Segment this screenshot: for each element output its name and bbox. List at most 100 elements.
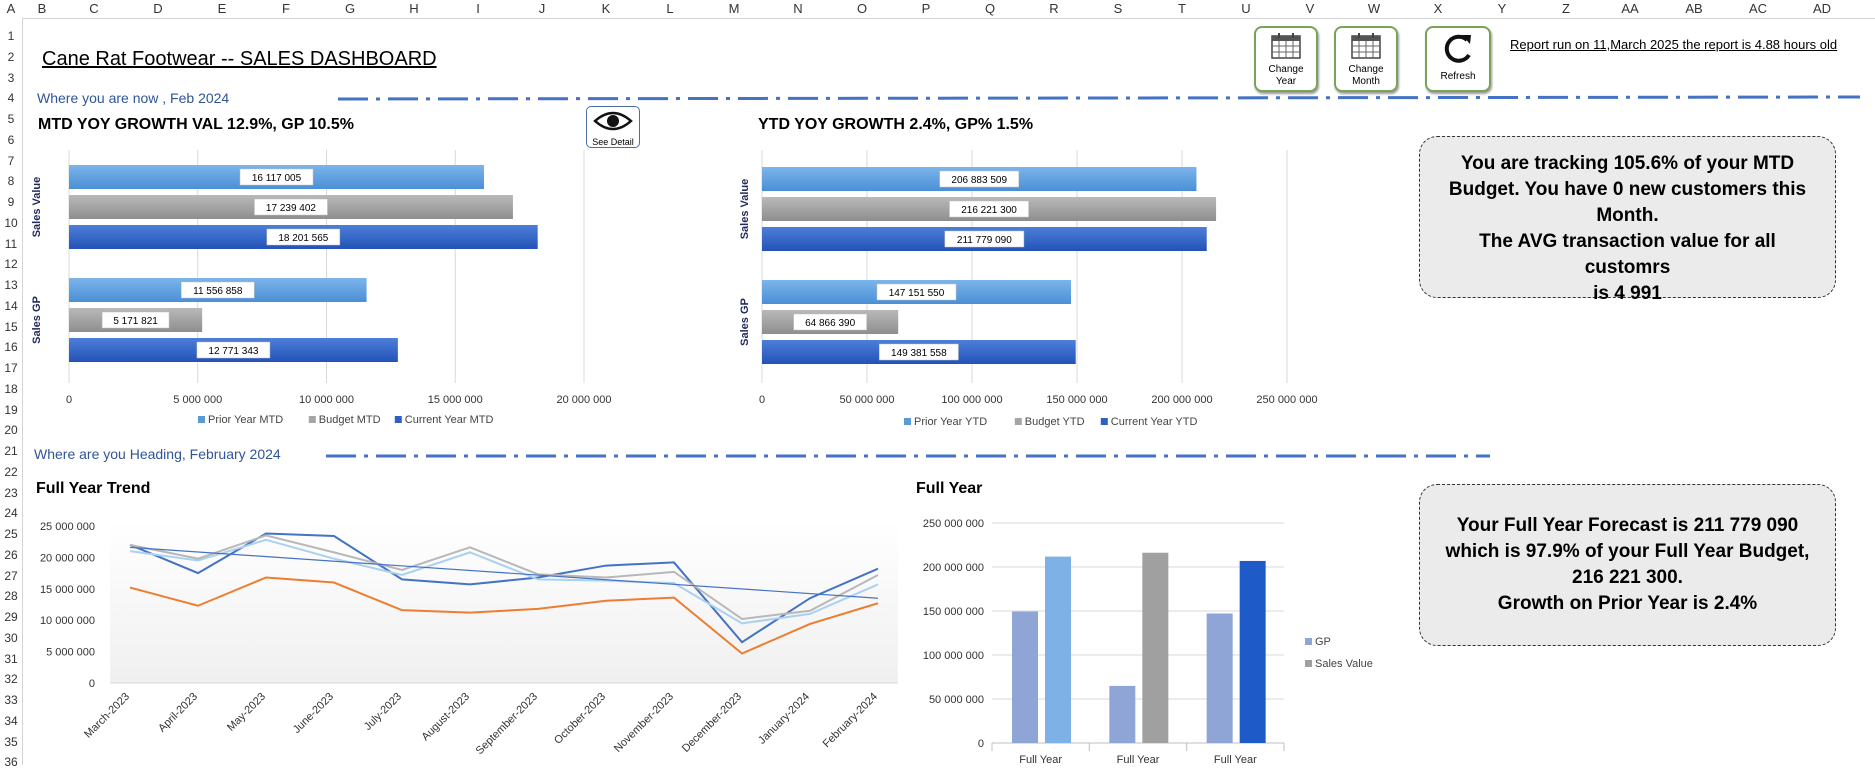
column-header[interactable]: E — [217, 1, 227, 16]
data-label-box — [944, 230, 1025, 248]
change-month-button[interactable]: Change Month — [1334, 26, 1398, 92]
x-tick-label: 15 000 000 — [428, 394, 483, 406]
x-tick-label: 50 000 000 — [839, 394, 894, 406]
data-label-box — [949, 200, 1029, 218]
row-header[interactable]: 35 — [4, 734, 18, 749]
row-header[interactable]: 30 — [4, 630, 18, 645]
data-label: 149 381 558 — [891, 348, 947, 359]
row-header[interactable]: 1 — [7, 29, 15, 43]
row-header[interactable]: 22 — [4, 464, 18, 479]
x-tick-label: Full Year — [1019, 754, 1062, 765]
column-header[interactable]: J — [538, 1, 546, 16]
x-tick-label: 5 000 000 — [173, 394, 222, 406]
column-header[interactable]: M — [728, 1, 740, 16]
column-header[interactable]: I — [476, 1, 480, 16]
column-header[interactable]: R — [1049, 1, 1059, 16]
row-header[interactable]: 2 — [7, 49, 15, 64]
row-header[interactable]: 34 — [4, 713, 18, 728]
ytd-chart-title: YTD YOY GROWTH 2.4%, GP% 1.5% — [758, 116, 1034, 133]
row-header[interactable]: 18 — [4, 381, 18, 396]
info-line: You are tracking 105.6% of your MTD — [1460, 153, 1795, 174]
row-header[interactable]: 32 — [4, 672, 18, 687]
row-header[interactable]: 25 — [4, 527, 18, 541]
refresh-button[interactable]: Refresh — [1425, 26, 1491, 92]
column-header-bar: A B C D E F G H I J K L M N O P Q R S T U V W X Y Z AA AB AC AD — [0, 0, 1875, 19]
data-label: 206 883 509 — [951, 175, 1007, 186]
category-label: Sales GP — [739, 298, 751, 346]
column-header[interactable]: L — [666, 1, 674, 16]
column-header[interactable]: Q — [984, 1, 996, 16]
column-header[interactable]: Y — [1497, 1, 1507, 16]
row-header[interactable]: 11 — [4, 236, 18, 251]
column-header[interactable]: AB — [1685, 1, 1703, 16]
bar — [1012, 611, 1038, 743]
see-detail-button[interactable]: See Detail — [586, 106, 640, 148]
data-label-box — [939, 170, 1020, 188]
column-header[interactable]: Z — [1562, 1, 1570, 16]
column-header[interactable]: P — [921, 1, 931, 16]
column-header[interactable]: B — [37, 1, 47, 16]
data-label-box — [254, 198, 328, 216]
row-header[interactable]: 28 — [4, 589, 18, 604]
column-header[interactable]: D — [153, 1, 163, 16]
row-header[interactable]: 10 — [4, 215, 18, 230]
row-header[interactable]: 8 — [7, 174, 15, 189]
y-tick-label: 25 000 000 — [40, 521, 95, 533]
y-tick-label: 150 000 000 — [923, 606, 984, 618]
legend-label: Budget YTD — [1025, 416, 1085, 428]
column-header[interactable]: T — [1178, 1, 1186, 16]
info-line: Budget. You have 0 new customers this — [1448, 179, 1807, 200]
row-header[interactable]: 33 — [4, 693, 18, 707]
row-header[interactable]: 12 — [4, 257, 18, 272]
column-header[interactable]: A — [6, 1, 16, 16]
column-header[interactable]: S — [1113, 1, 1123, 16]
row-header[interactable]: 6 — [7, 132, 15, 147]
row-header-bar: 1 2 3 4 5 6 7 8 9 10 11 12 13 14 15 16 17 18 19 20 21 22 23 24 2… — [0, 18, 23, 769]
column-header[interactable]: U — [1241, 1, 1251, 16]
row-header[interactable]: 15 — [4, 319, 18, 334]
change-month-label-2: Month — [1352, 76, 1380, 87]
row-header[interactable]: 27 — [4, 568, 18, 583]
mtd-chart-title: MTD YOY GROWTH VAL 12.9%, GP 10.5% — [38, 116, 354, 133]
row-header[interactable]: 7 — [7, 153, 15, 168]
row-header[interactable]: 29 — [4, 610, 18, 624]
column-header[interactable]: AA — [1621, 1, 1639, 16]
legend-swatch — [308, 416, 316, 423]
row-header[interactable]: 4 — [7, 91, 15, 106]
column-header[interactable]: K — [601, 1, 611, 16]
row-header[interactable]: 3 — [7, 70, 15, 85]
x-tick-label: 0 — [759, 394, 765, 406]
column-header[interactable]: N — [793, 1, 803, 16]
row-header[interactable]: 24 — [4, 506, 18, 521]
column-header[interactable]: O — [856, 1, 868, 16]
data-label-box — [876, 283, 957, 301]
row-header[interactable]: 17 — [4, 361, 18, 375]
column-header[interactable]: H — [409, 1, 419, 16]
dashboard-title: Cane Rat Footwear -- SALES DASHBOARD — [42, 48, 437, 70]
data-label-box — [266, 228, 341, 246]
row-header[interactable]: 16 — [4, 340, 18, 355]
column-header[interactable]: C — [89, 1, 99, 16]
row-header[interactable]: 19 — [4, 402, 18, 417]
column-header[interactable]: X — [1433, 1, 1443, 16]
column-header[interactable]: F — [282, 1, 290, 16]
change-year-button[interactable]: Change Year — [1254, 26, 1318, 92]
column-header[interactable]: V — [1305, 1, 1315, 16]
row-header[interactable]: 5 — [7, 112, 15, 126]
row-header[interactable]: 21 — [4, 444, 18, 458]
row-header[interactable]: 9 — [7, 195, 15, 209]
column-header[interactable]: AC — [1748, 1, 1768, 16]
x-tick-label: 100 000 000 — [941, 394, 1002, 406]
row-header[interactable]: 20 — [4, 423, 18, 438]
calendar-icon — [1271, 33, 1301, 59]
row-header[interactable]: 23 — [4, 485, 18, 500]
column-header[interactable]: G — [344, 1, 356, 16]
column-header[interactable]: W — [1367, 1, 1381, 16]
column-header[interactable]: AD — [1812, 1, 1832, 16]
row-header[interactable]: 31 — [4, 651, 18, 666]
row-header[interactable]: 13 — [4, 278, 18, 292]
legend-swatch — [1305, 638, 1312, 645]
row-header[interactable]: 26 — [4, 547, 18, 562]
row-header[interactable]: 14 — [4, 298, 18, 313]
